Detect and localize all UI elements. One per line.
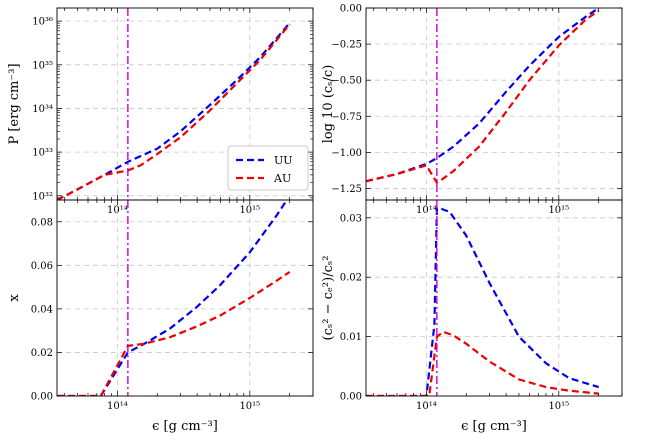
- y-tick-label: 0.01: [340, 332, 362, 343]
- series-line-au: [366, 330, 599, 396]
- y-tick-label: 0.02: [31, 348, 53, 359]
- y-tick-label: 10³⁵: [32, 60, 53, 71]
- y-tick-label: −1.00: [331, 148, 362, 159]
- y-tick-label: 0.00: [340, 392, 362, 403]
- series-line-uu: [366, 207, 600, 396]
- series-line-uu: [366, 8, 600, 183]
- axes-frame: [365, 199, 623, 397]
- legend-label-uu: UU: [274, 154, 293, 167]
- series-line-au: [366, 9, 600, 185]
- x-tick-label: 10¹⁵: [239, 401, 260, 412]
- series-line-uu: [57, 200, 289, 396]
- x-tick-label: 10¹⁴: [107, 401, 128, 412]
- y-tick-label: −1.25: [331, 184, 362, 195]
- x-tick-label: 10¹⁴: [416, 401, 437, 412]
- series-line-au: [57, 23, 291, 200]
- y-tick-label: 0.03: [340, 213, 362, 224]
- y-tick-label: 10³²: [32, 191, 53, 202]
- y-tick-label: −0.50: [331, 76, 362, 87]
- y-axis-label: P [erg cm⁻³]: [7, 63, 22, 144]
- y-tick-label: 0.08: [31, 217, 53, 228]
- axes-frame: [56, 199, 314, 397]
- y-tick-label: 10³⁶: [32, 17, 53, 28]
- x-axis-label: ϵ [g cm⁻³]: [461, 419, 527, 434]
- y-tick-label: 0.04: [31, 304, 53, 315]
- legend-label-au: AU: [273, 172, 291, 185]
- y-tick-label: −0.25: [331, 40, 362, 51]
- y-tick-label: 10³³: [32, 148, 53, 159]
- x-axis-label: ϵ [g cm⁻³]: [152, 419, 218, 434]
- y-tick-label: 0.00: [31, 392, 53, 403]
- y-axis-label: log 10 (cₛ/c): [321, 65, 336, 144]
- y-tick-label: −0.75: [331, 112, 362, 123]
- series-line-au: [57, 270, 291, 396]
- y-tick-label: 10³⁴: [32, 104, 53, 115]
- y-axis-label: x: [7, 294, 22, 302]
- x-tick-label: 10¹⁵: [548, 401, 569, 412]
- y-tick-label: 0.00: [340, 4, 362, 15]
- legend-box: [227, 145, 309, 191]
- y-tick-label: 0.02: [340, 273, 362, 284]
- y-axis-label: (cₛ² − cₑ²)/cₛ²: [321, 256, 336, 341]
- y-tick-label: 0.06: [31, 261, 53, 272]
